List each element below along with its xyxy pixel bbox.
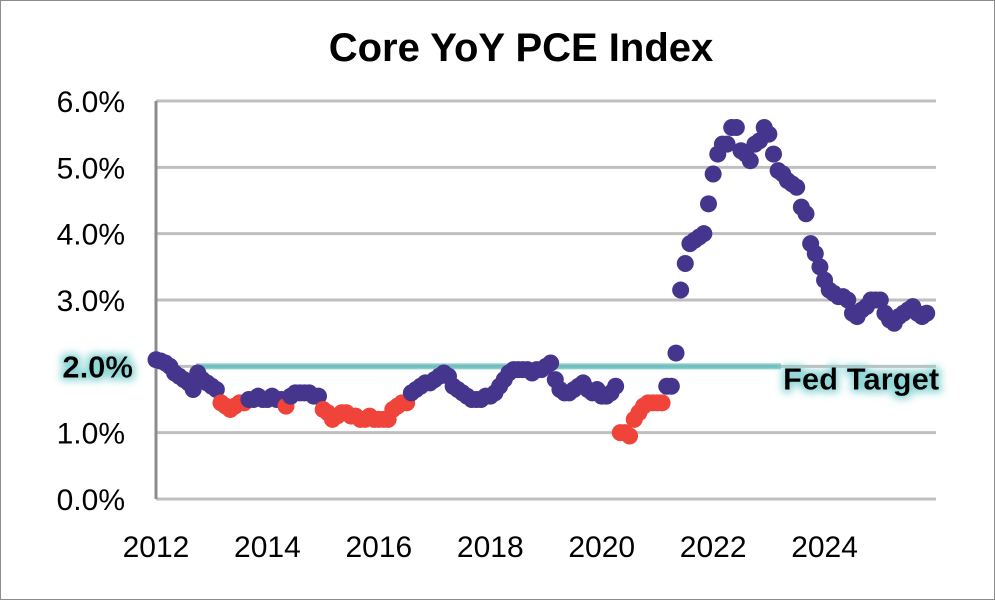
data-point <box>542 354 560 372</box>
data-point <box>676 255 694 273</box>
data-point <box>310 387 327 405</box>
x-tick-label: 2018 <box>457 531 524 564</box>
data-point <box>806 245 824 263</box>
data-point <box>918 304 936 322</box>
gridlines <box>154 99 936 501</box>
data-point <box>797 205 815 223</box>
data-point <box>871 291 889 309</box>
fed-target-label: Fed Target <box>783 361 939 396</box>
x-tick-label: 2012 <box>123 531 190 564</box>
data-point <box>662 377 680 395</box>
data-points <box>147 119 936 445</box>
x-tick-label: 2020 <box>568 531 635 564</box>
data-point <box>727 119 745 137</box>
data-point <box>700 195 717 213</box>
fed-target-axis-label: 2.0% <box>62 349 133 384</box>
data-point <box>839 291 857 309</box>
y-tick-label: 6.0% <box>57 86 125 119</box>
y-axis-ticks: 0.0% 1.0% 3.0% 4.0% 5.0% 6.0% <box>57 86 125 517</box>
data-point <box>704 165 722 183</box>
x-tick-label: 2022 <box>680 531 747 564</box>
x-tick-label: 2016 <box>345 531 412 564</box>
data-point <box>811 258 829 276</box>
data-point <box>765 145 782 163</box>
y-tick-label: 1.0% <box>57 418 125 451</box>
x-axis-ticks: 2012 2014 2016 2018 2020 2022 2024 <box>123 531 858 564</box>
chart-title: Core YoY PCE Index <box>329 26 714 70</box>
data-point <box>760 125 778 143</box>
data-point <box>667 344 685 362</box>
data-point <box>207 381 225 399</box>
y-tick-label: 0.0% <box>57 484 125 517</box>
y-tick-label: 3.0% <box>57 285 125 318</box>
data-point <box>653 394 671 412</box>
data-point <box>695 225 713 243</box>
data-point <box>607 377 625 395</box>
x-tick-label: 2024 <box>791 531 858 564</box>
data-point <box>718 135 736 153</box>
data-point <box>672 281 690 299</box>
x-tick-label: 2014 <box>234 531 301 564</box>
data-point <box>741 152 759 170</box>
data-point <box>788 178 806 196</box>
y-tick-label: 4.0% <box>57 219 125 252</box>
data-point <box>621 427 639 445</box>
y-tick-label: 5.0% <box>57 152 125 185</box>
